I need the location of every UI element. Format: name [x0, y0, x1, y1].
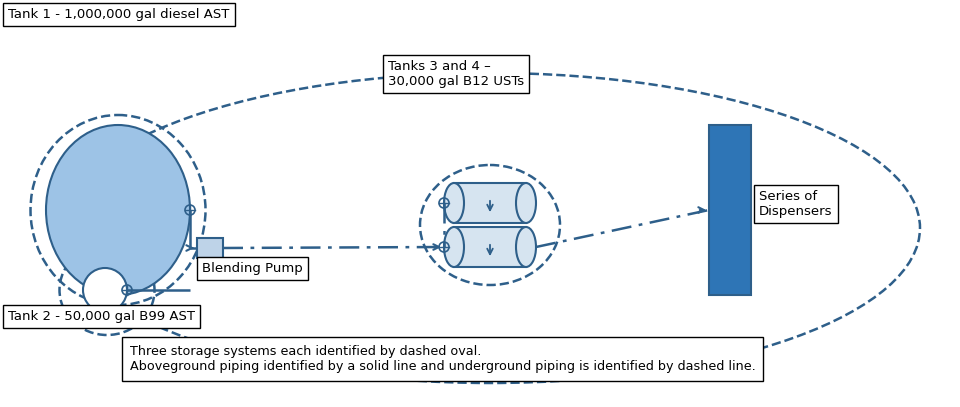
FancyBboxPatch shape [709, 125, 751, 295]
Text: Tank 2 - 50,000 gal B99 AST: Tank 2 - 50,000 gal B99 AST [8, 310, 195, 323]
Text: Three storage systems each identified by dashed oval.
Aboveground piping identif: Three storage systems each identified by… [130, 345, 756, 373]
Text: Tanks 3 and 4 –
30,000 gal B12 USTs: Tanks 3 and 4 – 30,000 gal B12 USTs [388, 60, 524, 88]
Bar [454, 183, 526, 223]
Text: Tank 1 - 1,000,000 gal diesel AST: Tank 1 - 1,000,000 gal diesel AST [8, 8, 229, 21]
Ellipse shape [46, 125, 190, 295]
Ellipse shape [444, 227, 464, 267]
FancyBboxPatch shape [197, 238, 223, 258]
Text: Series of
Dispensers: Series of Dispensers [759, 190, 832, 218]
Bar [454, 227, 526, 267]
Ellipse shape [516, 227, 536, 267]
Circle shape [83, 268, 127, 312]
Ellipse shape [516, 183, 536, 223]
Text: Blending Pump: Blending Pump [202, 262, 302, 275]
Ellipse shape [444, 183, 464, 223]
